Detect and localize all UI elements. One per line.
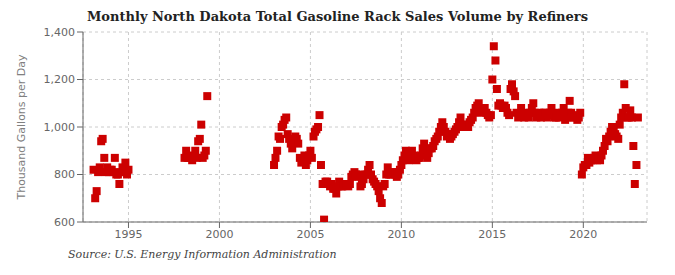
html-text:Source: U.S. Energy Informatio: Source: U.S. Energy Information Administ… (68, 248, 337, 261)
svg-text:2010: 2010 (387, 228, 415, 241)
svg-text:1995: 1995 (114, 228, 142, 241)
svg-text:1,000: 1,000 (44, 121, 76, 134)
svg-text:2005: 2005 (296, 228, 324, 241)
svg-text:1,200: 1,200 (44, 73, 76, 86)
svg-text:1,400: 1,400 (44, 26, 76, 39)
svg-text:600: 600 (54, 216, 75, 229)
svg-text:2015: 2015 (478, 228, 506, 241)
html-text:Monthly North Dakota Total Gas: Monthly North Dakota Total Gasoline Rack… (87, 9, 588, 24)
svg-text:800: 800 (54, 168, 75, 181)
svg-text:Thousand Gallons per Day: Thousand Gallons per Day (15, 54, 28, 201)
svg-text:2020: 2020 (569, 228, 597, 241)
svg-text:2000: 2000 (205, 228, 233, 241)
